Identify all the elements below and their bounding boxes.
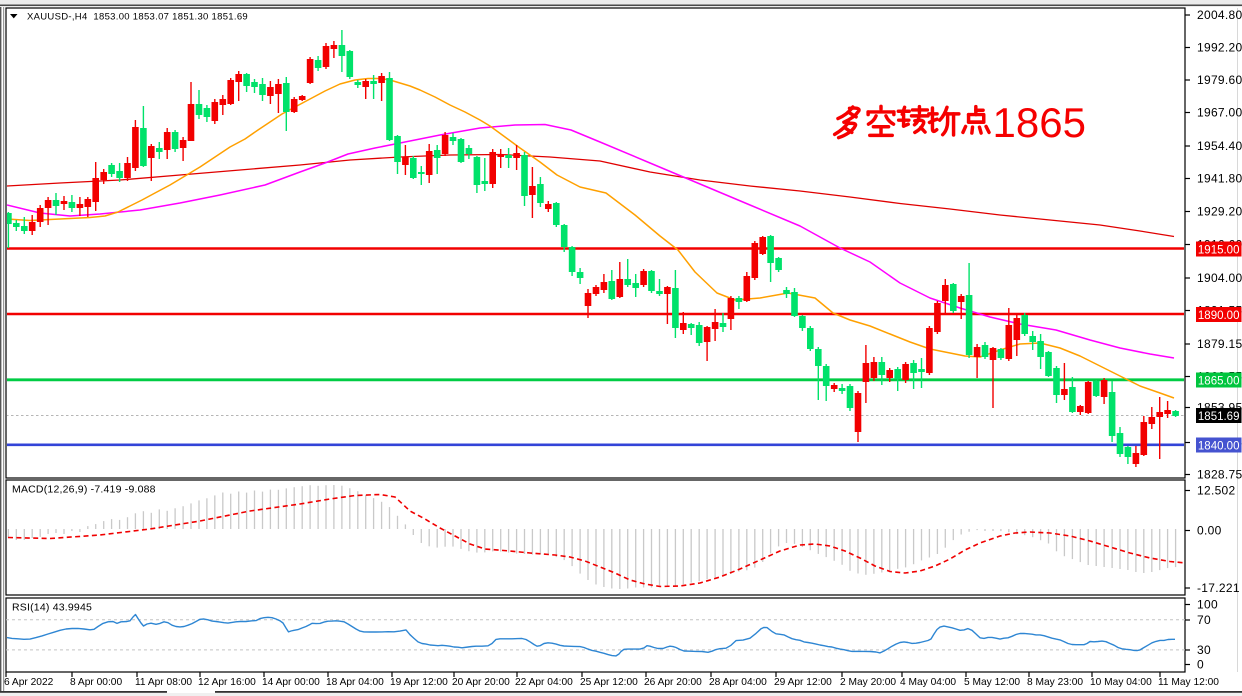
svg-text:18 Apr 04:00: 18 Apr 04:00	[326, 677, 384, 688]
svg-text:1954.40: 1954.40	[1197, 139, 1242, 153]
svg-text:1828.75: 1828.75	[1197, 468, 1242, 482]
svg-text:12.502: 12.502	[1197, 484, 1236, 498]
svg-text:11 Apr 08:00: 11 Apr 08:00	[135, 677, 192, 688]
svg-text:8 May 23:00: 8 May 23:00	[1027, 677, 1083, 688]
svg-text:29 Apr 12:00: 29 Apr 12:00	[774, 677, 832, 688]
svg-text:12 Apr 16:00: 12 Apr 16:00	[198, 677, 256, 688]
svg-text:0.00: 0.00	[1197, 524, 1222, 538]
svg-text:11 May 12:00: 11 May 12:00	[1158, 677, 1219, 688]
svg-text:1865: 1865	[993, 99, 1086, 146]
svg-text:22 Apr 04:00: 22 Apr 04:00	[515, 677, 573, 688]
svg-text:1865.00: 1865.00	[1198, 375, 1240, 387]
svg-text:6 Apr 2022: 6 Apr 2022	[4, 677, 54, 688]
svg-text:19 Apr 12:00: 19 Apr 12:00	[390, 677, 448, 688]
svg-text:1879.15: 1879.15	[1197, 337, 1242, 351]
svg-text:25 Apr 12:00: 25 Apr 12:00	[580, 677, 638, 688]
svg-text:14 Apr 00:00: 14 Apr 00:00	[262, 677, 320, 688]
svg-text:30: 30	[1197, 643, 1211, 657]
svg-text:1941.80: 1941.80	[1197, 172, 1242, 186]
svg-text:1840.00: 1840.00	[1198, 440, 1240, 452]
svg-text:2004.80: 2004.80	[1197, 8, 1242, 22]
svg-text:RSI(14) 43.9945: RSI(14) 43.9945	[12, 602, 92, 614]
svg-text:20 Apr 20:00: 20 Apr 20:00	[452, 677, 510, 688]
svg-text:1851.69: 1851.69	[1198, 411, 1240, 423]
svg-text:10 May 04:00: 10 May 04:00	[1090, 677, 1152, 688]
svg-text:70: 70	[1197, 613, 1211, 627]
svg-text:0: 0	[1197, 658, 1204, 672]
svg-text:4 May 04:00: 4 May 04:00	[900, 677, 956, 688]
svg-text:5 May 12:00: 5 May 12:00	[964, 677, 1020, 688]
svg-text:1967.00: 1967.00	[1197, 106, 1242, 120]
svg-text:1992.20: 1992.20	[1197, 41, 1242, 55]
svg-text:-17.221: -17.221	[1197, 581, 1240, 595]
svg-text:1890.00: 1890.00	[1198, 310, 1240, 322]
svg-text:1904.00: 1904.00	[1197, 271, 1242, 285]
svg-text:28 Apr 04:00: 28 Apr 04:00	[709, 677, 767, 688]
svg-text:MACD(12,26,9) -7.419 -9.088: MACD(12,26,9) -7.419 -9.088	[12, 484, 156, 496]
svg-text:100: 100	[1197, 598, 1218, 612]
svg-text:1915.00: 1915.00	[1198, 244, 1240, 256]
svg-text:2 May 20:00: 2 May 20:00	[840, 677, 896, 688]
svg-text:XAUUSD-,H4 1853.00 1853.07 18: XAUUSD-,H4 1853.00 1853.07 1851.30 1851.…	[27, 12, 248, 23]
svg-text:26 Apr 20:00: 26 Apr 20:00	[644, 677, 702, 688]
svg-text:1929.20: 1929.20	[1197, 205, 1242, 219]
svg-text:8 Apr 00:00: 8 Apr 00:00	[70, 677, 122, 688]
svg-text:1979.60: 1979.60	[1197, 73, 1242, 87]
